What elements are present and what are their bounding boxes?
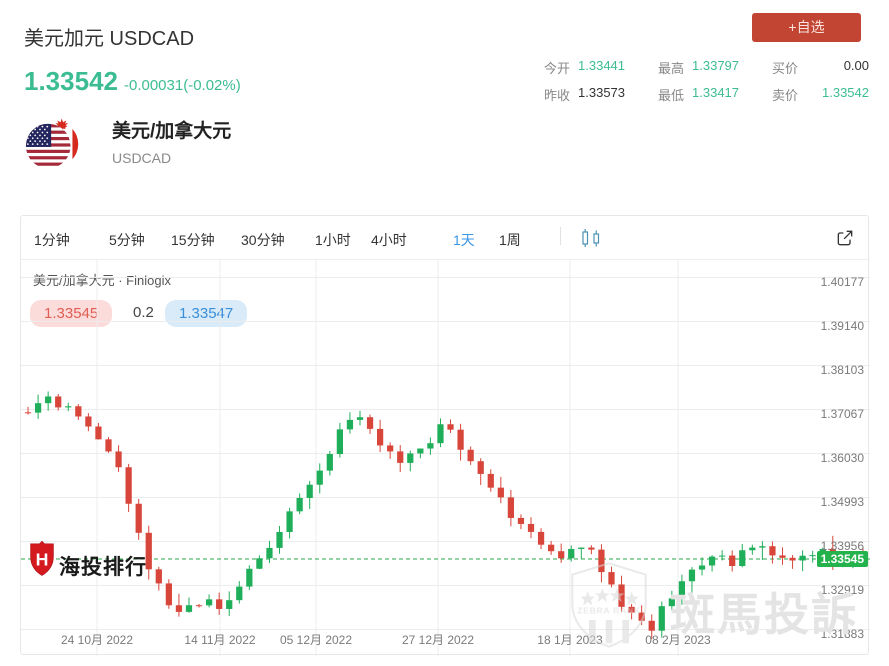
svg-text:ZEBRA RANK: ZEBRA RANK [577,605,641,615]
svg-text:H: H [36,549,49,569]
